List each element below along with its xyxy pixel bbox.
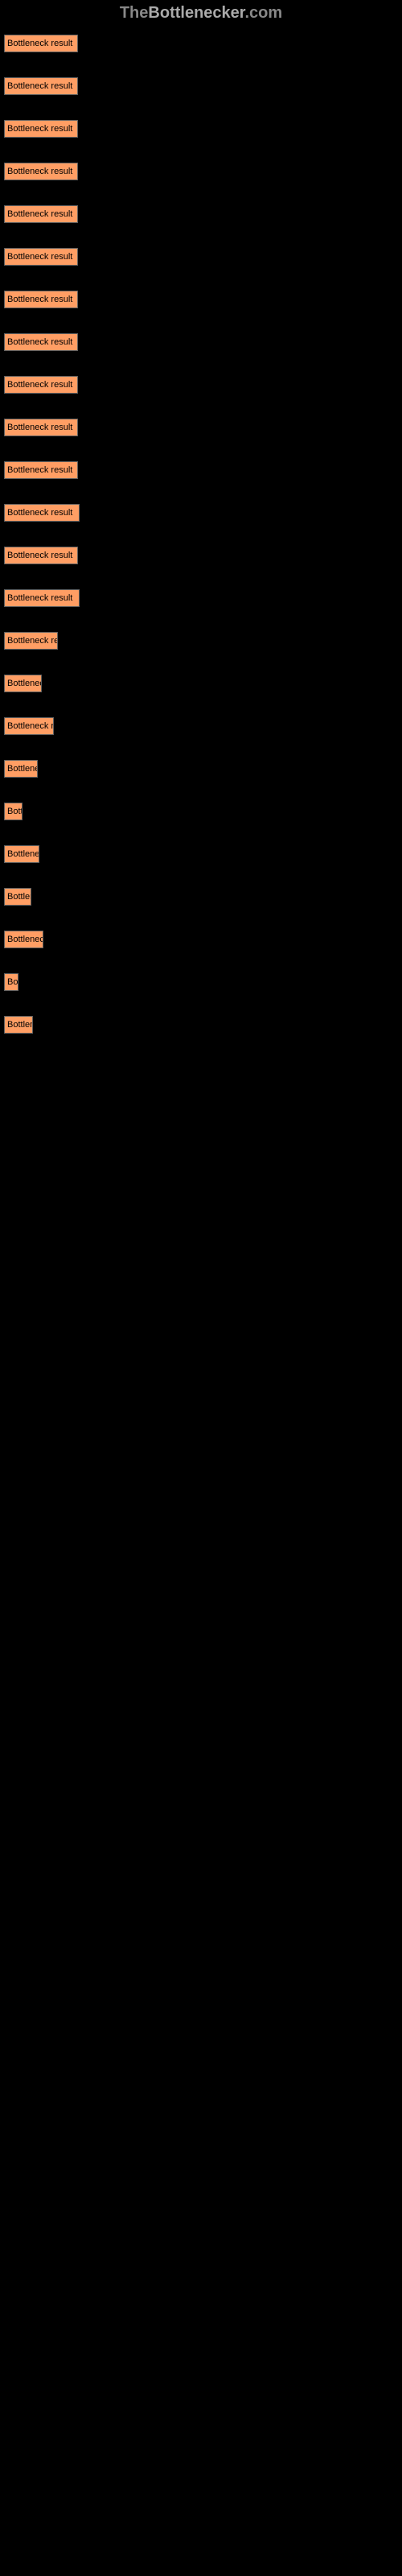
bar-row: Bottleneck result [4, 333, 398, 351]
bar-row: Bottleneck result [4, 163, 398, 180]
bar: Bottleneck result [4, 760, 38, 778]
bar: Bottleneck result [4, 504, 80, 522]
bar-label: Bottleneck result [7, 892, 31, 902]
bar: Bottleneck result [4, 1016, 33, 1034]
bar-label: Bottleneck result [7, 423, 72, 432]
bar-row: Bottleneck result [4, 632, 398, 650]
bar: Bottleneck result [4, 205, 78, 223]
bar: Bottleneck result [4, 333, 78, 351]
bar-label: Bottleneck result [7, 465, 72, 475]
bar-row: Bottleneck result [4, 973, 398, 991]
bar-label: Bottleneck result [7, 81, 72, 91]
bar-label: Bottleneck result [7, 977, 18, 987]
bar-label: Bottleneck result [7, 807, 23, 816]
bar-row: Bottleneck result [4, 248, 398, 266]
bar-label: Bottleneck result [7, 636, 58, 646]
bar: Bottleneck result [4, 163, 78, 180]
bar: Bottleneck result [4, 120, 78, 138]
bar: Bottleneck result [4, 419, 78, 436]
bar-row: Bottleneck result [4, 888, 398, 906]
bar-label: Bottleneck result [7, 337, 72, 347]
bar-row: Bottleneck result [4, 675, 398, 692]
bar: Bottleneck result [4, 632, 58, 650]
bar-row: Bottleneck result [4, 291, 398, 308]
bar: Bottleneck result [4, 248, 78, 266]
bar-label: Bottleneck result [7, 551, 72, 560]
bar: Bottleneck result [4, 547, 78, 564]
bar: Bottleneck result [4, 973, 18, 991]
bar-row: Bottleneck result [4, 589, 398, 607]
header: TheBottlenecker.com [0, 0, 402, 27]
bar-label: Bottleneck result [7, 252, 72, 262]
bar-row: Bottleneck result [4, 760, 398, 778]
bar-row: Bottleneck result [4, 931, 398, 948]
bar-row: Bottleneck result [4, 35, 398, 52]
bar-label: Bottleneck result [7, 39, 72, 48]
bar: Bottleneck result [4, 376, 78, 394]
bar-row: Bottleneck result [4, 205, 398, 223]
bar-label: Bottleneck result [7, 209, 72, 219]
bar: Bottleneck result [4, 931, 43, 948]
logo-prefix: The [120, 4, 149, 22]
bar-row: Bottleneck result [4, 77, 398, 95]
bar: Bottleneck result [4, 803, 23, 820]
bar-row: Bottleneck result [4, 717, 398, 735]
logo-main: Bottlenecker [148, 4, 244, 22]
bar-row: Bottleneck result [4, 803, 398, 820]
bar: Bottleneck result [4, 291, 78, 308]
bar-label: Bottleneck result [7, 508, 72, 518]
site-logo: TheBottlenecker.com [120, 4, 282, 22]
bar: Bottleneck result [4, 888, 31, 906]
bar-row: Bottleneck result [4, 120, 398, 138]
bar-label: Bottleneck result [7, 124, 72, 134]
bar-label: Bottleneck result [7, 295, 72, 304]
bar: Bottleneck result [4, 77, 78, 95]
bar-label: Bottleneck result [7, 764, 38, 774]
bar-label: Bottleneck result [7, 593, 72, 603]
bar: Bottleneck result [4, 589, 80, 607]
bar: Bottleneck result [4, 717, 54, 735]
bar-label: Bottleneck result [7, 167, 72, 176]
bar-row: Bottleneck result [4, 845, 398, 863]
bar-label: Bottleneck result [7, 679, 42, 688]
bar-row: Bottleneck result [4, 376, 398, 394]
bar-label: Bottleneck result [7, 1020, 33, 1030]
bar-label: Bottleneck result [7, 849, 39, 859]
bar-row: Bottleneck result [4, 461, 398, 479]
bar-row: Bottleneck result [4, 547, 398, 564]
bar-label: Bottleneck result [7, 935, 43, 944]
bar-row: Bottleneck result [4, 419, 398, 436]
bar: Bottleneck result [4, 675, 42, 692]
bar: Bottleneck result [4, 845, 39, 863]
bar: Bottleneck result [4, 461, 78, 479]
bar-label: Bottleneck result [7, 721, 54, 731]
bar-row: Bottleneck result [4, 504, 398, 522]
bar-chart: Bottleneck result Bottleneck result Bottle… [0, 27, 402, 1067]
logo-suffix: .com [244, 4, 282, 22]
bar-label: Bottleneck result [7, 380, 72, 390]
bar: Bottleneck result [4, 35, 78, 52]
bar-row: Bottleneck result [4, 1016, 398, 1034]
